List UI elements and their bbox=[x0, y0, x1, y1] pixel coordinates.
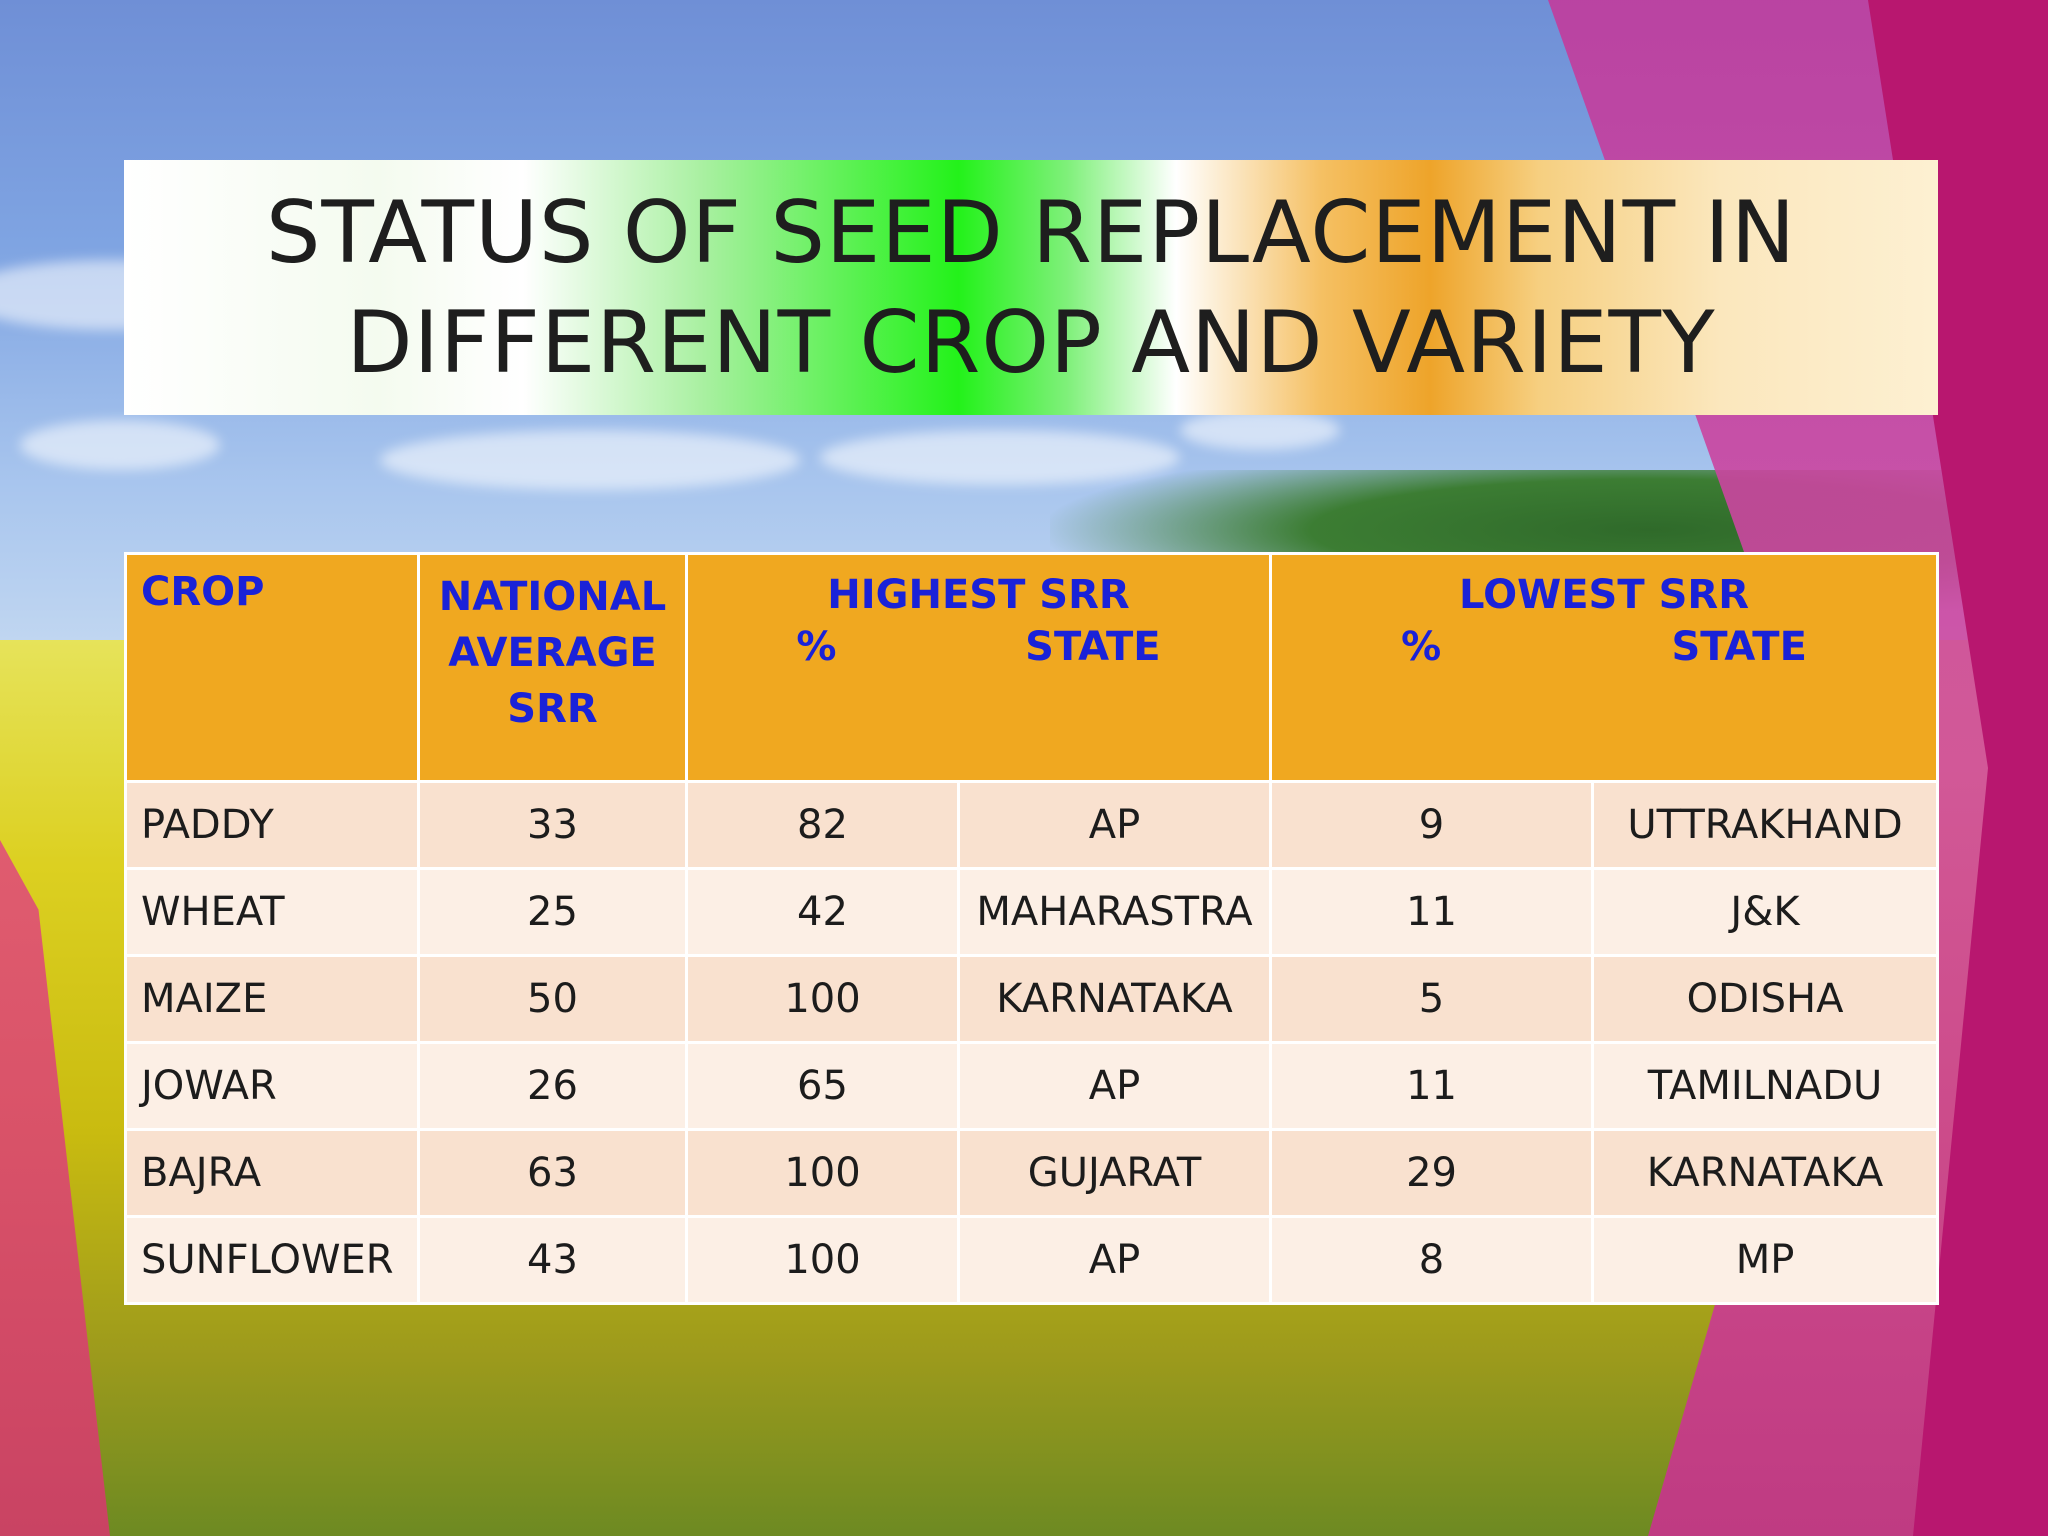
cell-national: 26 bbox=[417, 1041, 688, 1131]
cell-crop: BAJRA bbox=[124, 1128, 420, 1218]
cell-national: 25 bbox=[417, 867, 688, 957]
cell-low-state: ODISHA bbox=[1591, 954, 1940, 1044]
cell-low-state: UTTRAKHAND bbox=[1591, 780, 1940, 870]
cell-low-pct: 29 bbox=[1269, 1128, 1595, 1218]
table-header-row: CROP NATIONAL AVERAGE SRR HIGHEST SRR % S… bbox=[124, 552, 1940, 783]
header-highest-pct: % bbox=[796, 624, 837, 670]
cell-low-pct: 11 bbox=[1269, 867, 1595, 957]
cloud bbox=[380, 430, 800, 490]
cloud bbox=[20, 420, 220, 470]
slide-title: STATUS OF SEED REPLACEMENT IN DIFFERENT … bbox=[265, 182, 1797, 393]
cell-high-state: AP bbox=[956, 1215, 1273, 1305]
cell-low-pct: 9 bbox=[1269, 780, 1595, 870]
cell-crop: MAIZE bbox=[124, 954, 420, 1044]
cell-crop: PADDY bbox=[124, 780, 420, 870]
title-banner: STATUS OF SEED REPLACEMENT IN DIFFERENT … bbox=[124, 160, 1938, 415]
cell-high-state: AP bbox=[956, 1041, 1273, 1131]
table-row: MAIZE 50 100 KARNATAKA 5 ODISHA bbox=[124, 954, 1940, 1044]
header-highest-state: STATE bbox=[1025, 624, 1161, 670]
table-row: BAJRA 63 100 GUJARAT 29 KARNATAKA bbox=[124, 1128, 1940, 1218]
table-row: SUNFLOWER 43 100 AP 8 MP bbox=[124, 1215, 1940, 1305]
cell-high-pct: 65 bbox=[685, 1041, 960, 1131]
cell-high-pct: 100 bbox=[685, 1215, 960, 1305]
cell-national: 33 bbox=[417, 780, 688, 870]
srr-table: CROP NATIONAL AVERAGE SRR HIGHEST SRR % S… bbox=[124, 552, 1940, 1305]
cell-low-pct: 5 bbox=[1269, 954, 1595, 1044]
cell-low-state: MP bbox=[1591, 1215, 1940, 1305]
table-row: WHEAT 25 42 MAHARASTRA 11 J&K bbox=[124, 867, 1940, 957]
header-crop: CROP bbox=[124, 552, 420, 783]
cell-high-pct: 82 bbox=[685, 780, 960, 870]
cell-high-pct: 100 bbox=[685, 1128, 960, 1218]
cloud bbox=[1180, 410, 1340, 450]
cell-low-state: TAMILNADU bbox=[1591, 1041, 1940, 1131]
cell-crop: JOWAR bbox=[124, 1041, 420, 1131]
cell-high-pct: 100 bbox=[685, 954, 960, 1044]
cell-high-state: KARNATAKA bbox=[956, 954, 1273, 1044]
cell-high-state: GUJARAT bbox=[956, 1128, 1273, 1218]
cell-crop: SUNFLOWER bbox=[124, 1215, 420, 1305]
cell-national: 63 bbox=[417, 1128, 688, 1218]
header-lowest-pct: % bbox=[1401, 624, 1442, 670]
cell-national: 50 bbox=[417, 954, 688, 1044]
cell-high-state: AP bbox=[956, 780, 1273, 870]
header-lowest-state: STATE bbox=[1671, 624, 1807, 670]
cell-low-state: KARNATAKA bbox=[1591, 1128, 1940, 1218]
cell-high-state: MAHARASTRA bbox=[956, 867, 1273, 957]
header-lowest-title: LOWEST SRR bbox=[1459, 572, 1749, 618]
cell-low-state: J&K bbox=[1591, 867, 1940, 957]
cell-high-pct: 42 bbox=[685, 867, 960, 957]
header-lowest-srr: LOWEST SRR % STATE bbox=[1269, 552, 1940, 783]
cell-low-pct: 8 bbox=[1269, 1215, 1595, 1305]
header-highest-title: HIGHEST SRR bbox=[827, 572, 1130, 618]
header-national-average: NATIONAL AVERAGE SRR bbox=[417, 552, 688, 783]
header-highest-srr: HIGHEST SRR % STATE bbox=[684, 552, 1273, 783]
cell-low-pct: 11 bbox=[1269, 1041, 1595, 1131]
cell-crop: WHEAT bbox=[124, 867, 420, 957]
table-row: PADDY 33 82 AP 9 UTTRAKHAND bbox=[124, 780, 1940, 870]
cell-national: 43 bbox=[417, 1215, 688, 1305]
table-row: JOWAR 26 65 AP 11 TAMILNADU bbox=[124, 1041, 1940, 1131]
